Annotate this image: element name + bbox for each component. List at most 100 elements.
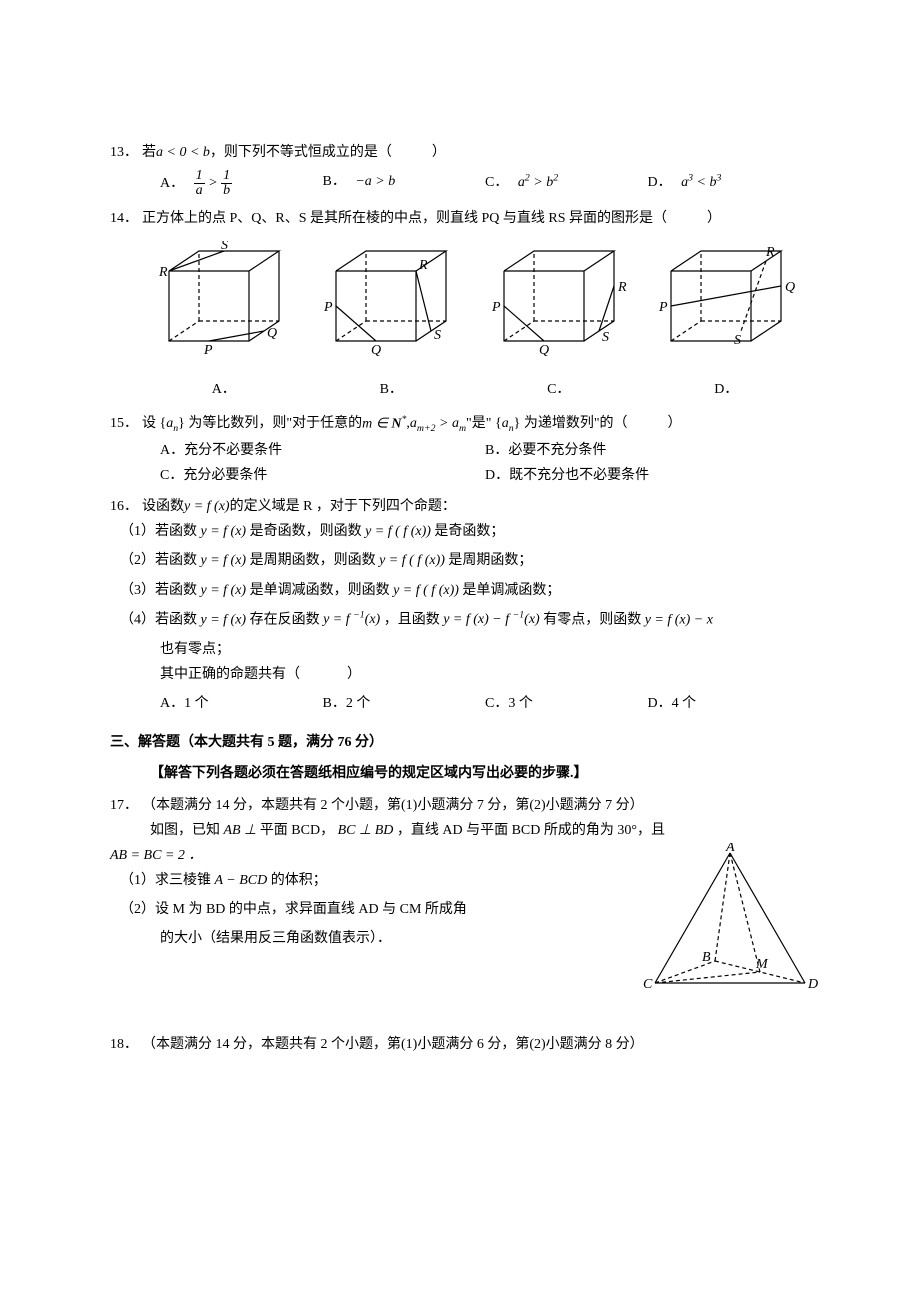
q18-meta-text: （本题满分 14 分，本题共有 2 个小题，第(1)小题满分 6 分，第(2)小… [142,1032,644,1057]
q14-figures: R S P Q P Q R S [140,241,810,361]
q13-cond: a < 0 < b [156,140,210,165]
q18-meta: 18． （本题满分 14 分，本题共有 2 个小题，第(1)小题满分 6 分，第… [110,1032,810,1057]
txt: ） [668,411,682,436]
txt: 有零点，则函数 [543,612,645,627]
txt: 其中正确的命题共有（ [160,667,300,682]
label-d: D． [651,377,801,402]
q15-opt-b: B．必要不充分条件 [485,438,810,463]
abbc: AB = BC = 2 ． [110,848,202,863]
q13-text-post: ，则下列不等式恒成立的是（ [210,140,392,165]
txt: 设函数 [142,494,184,519]
svg-text:S: S [221,241,228,253]
yf: y = f (x) [201,553,247,568]
q15-opt-d: D．既不充分也不必要条件 [485,463,810,488]
pyramid-icon: A B C D M [640,843,820,993]
svg-text:Q: Q [785,280,795,295]
q13-text-pre: 若 [142,140,156,165]
q13-options: A． 1a > 1b B． −a > b C． a2 > b2 D． a3 < … [160,169,810,198]
bc-perp: BC ⊥ BD [338,823,394,838]
txt: 如图，已知 [150,823,224,838]
question-14: 14． 正方体上的点 P、Q、R、S 是其所在棱的中点，则直线 PQ 与直线 R… [110,206,810,402]
svg-text:A: A [725,843,735,855]
q15-row2: C．充分必要条件 D．既不充分也不必要条件 [160,463,810,488]
svg-text:Q: Q [371,343,381,358]
svg-text:S: S [734,333,741,348]
q13-stem: 13． 若 a < 0 < b ，则下列不等式恒成立的是（ ） [110,140,810,165]
m-in: m ∈ N* [362,411,406,437]
yf: y = f (x) [201,524,247,539]
q15-stem: 15． 设 { an } 为等比数列，则"对于任意的 m ∈ N* , am+2… [110,411,810,438]
txt: ，且函数 [384,612,444,627]
ydiff: y = f (x) − f −1(x) [443,612,540,627]
txt: （2）若函数 [120,553,201,568]
q14-num: 14． [110,206,138,231]
txt: （4）若函数 [120,612,201,627]
txt: 的体积； [271,873,327,888]
txt: } 为递增数列"的（ [514,411,628,436]
question-16: 16． 设函数 y = f (x) 的定义域是 R ，对于下列四个命题： （1）… [110,494,810,716]
q17-meta-text: （本题满分 14 分，本题共有 2 个小题，第(1)小题满分 7 分，第(2)小… [142,793,644,818]
q16-opt-c: C．3 个 [485,691,648,716]
q13-opt-a: A． 1a > 1b [160,169,323,198]
svg-text:S: S [602,330,609,345]
q16-opt-d: D．4 个 [648,691,811,716]
txt: 是周期函数，则函数 [250,553,380,568]
question-15: 15． 设 { an } 为等比数列，则"对于任意的 m ∈ N* , am+2… [110,411,810,488]
q17-meta: 17． （本题满分 14 分，本题共有 2 个小题，第(1)小题满分 7 分，第… [110,793,810,818]
yf: y = f (x) [201,583,247,598]
q17-l1: 如图，已知 AB ⊥ 平面 BCD， BC ⊥ BD ，直线 AD 与平面 BC… [150,818,810,843]
fraction-icon: 1b [221,169,232,198]
q16-p2: （2）若函数 y = f (x) 是周期函数，则函数 y = f ( f (x)… [120,548,810,573]
svg-text:P: P [323,300,333,315]
ineq: am+2 > am [410,411,466,437]
section-3-header: 三、解答题（本大题共有 5 题，满分 76 分） [110,730,810,755]
label-a: A． [149,377,299,402]
q13-num: 13． [110,140,138,165]
txt: 是奇函数； [434,524,504,539]
txt: "是" { [466,411,502,436]
opt-label: A． [160,176,184,191]
q16-p4: （4）若函数 y = f (x) 存在反函数 y = f −1(x) ，且函数 … [120,607,810,633]
txt: 存在反函数 [250,612,324,627]
yff: y = f ( f (x)) [379,553,445,568]
txt: 是奇函数，则函数 [250,524,366,539]
question-17: 17． （本题满分 14 分，本题共有 2 个小题，第(1)小题满分 7 分，第… [110,793,810,1012]
cube-c-icon: P Q R S [484,241,634,361]
svg-text:R: R [617,280,627,295]
abcd: A − BCD [215,873,268,888]
txt: ，直线 AD 与平面 BCD 所成的角为 30°，且 [397,823,665,838]
label-b: B． [316,377,466,402]
q15-opt-c: C．充分必要条件 [160,463,485,488]
txt: （1）若函数 [120,524,201,539]
q13-opt-d: D． a3 < b3 [648,169,811,198]
svg-text:M: M [755,957,769,972]
txt: 是周期函数； [448,553,532,568]
q16-opt-b: B．2 个 [323,691,486,716]
q13-b-text: −a > b [355,174,395,189]
txt: （1）求三棱锥 [120,873,215,888]
svg-text:D: D [807,977,818,992]
yf: y = f (x) [184,494,230,519]
yf: y = f (x) [201,612,247,627]
question-13: 13． 若 a < 0 < b ，则下列不等式恒成立的是（ ） A． 1a > … [110,140,810,198]
q14-option-labels: A． B． C． D． [140,377,810,402]
q16-stem: 16． 设函数 y = f (x) 的定义域是 R ，对于下列四个命题： [110,494,810,519]
q16-num: 16． [110,494,138,519]
txt: } 为等比数列，则"对于任意的 [178,411,362,436]
q13-opt-b: B． −a > b [323,169,486,198]
q15-num: 15． [110,411,138,436]
q14-text: 正方体上的点 P、Q、R、S 是其所在棱的中点，则直线 PQ 与直线 RS 异面… [142,206,667,231]
q16-tail: 其中正确的命题共有（ ） [160,662,810,687]
txt: 平面 BCD， [260,823,334,838]
label-c: C． [484,377,634,402]
yinv: y = f −1(x) [323,612,380,627]
cube-b-icon: P Q R S [316,241,466,361]
q16-p3: （3）若函数 y = f (x) 是单调减函数，则函数 y = f ( f (x… [120,578,810,603]
q16-p4-cont: 也有零点； [160,637,810,662]
q16-options: A．1 个 B．2 个 C．3 个 D．4 个 [160,691,810,716]
svg-text:R: R [418,258,428,273]
q14-stem: 14． 正方体上的点 P、Q、R、S 是其所在棱的中点，则直线 PQ 与直线 R… [110,206,810,231]
txt: ） [347,667,361,682]
svg-text:Q: Q [539,343,549,358]
question-18: 18． （本题满分 14 分，本题共有 2 个小题，第(1)小题满分 6 分，第… [110,1032,810,1057]
